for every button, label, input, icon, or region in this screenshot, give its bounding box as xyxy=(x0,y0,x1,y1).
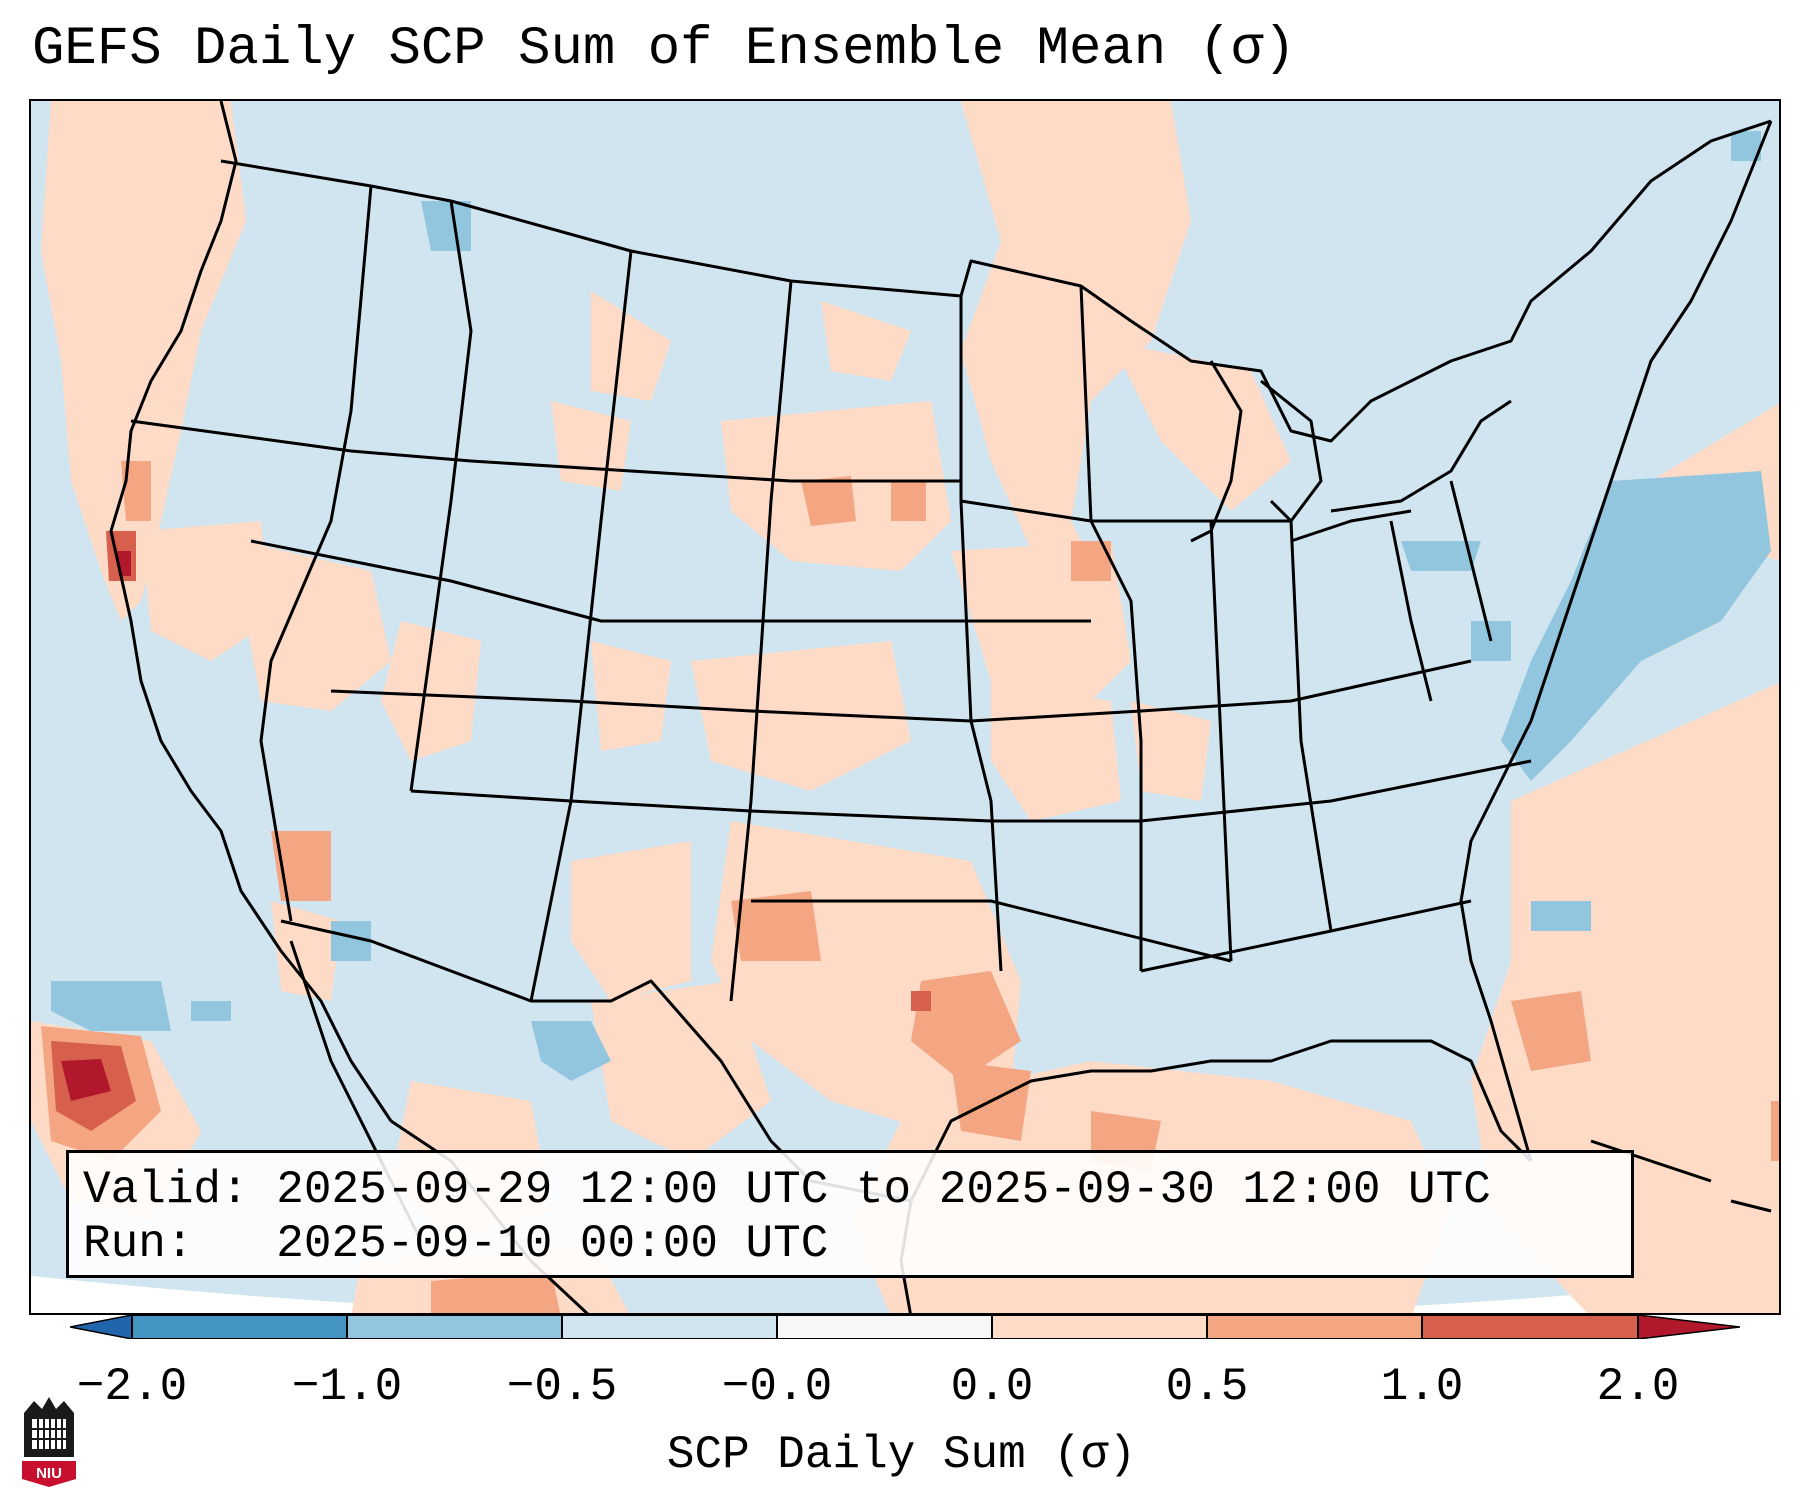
colorbar-tick: −2.0 xyxy=(76,1361,188,1413)
colorbar-tick: −0.5 xyxy=(506,1361,618,1413)
colorbar-extend-low xyxy=(70,1315,133,1339)
negative-anomaly-shading xyxy=(51,131,1771,1081)
colorbar-label: SCP Daily Sum (σ) xyxy=(666,1429,1137,1481)
scp-map xyxy=(31,101,1779,1313)
colorbar xyxy=(70,1315,1740,1339)
colorbar-extend-high xyxy=(1637,1315,1740,1339)
colorbar-segment xyxy=(1207,1315,1422,1339)
colorbar-segment xyxy=(992,1315,1207,1339)
colorbar-segment xyxy=(777,1315,992,1339)
run-time: 2025-09-10 00:00 UTC xyxy=(276,1218,829,1270)
colorbar-tick: −1.0 xyxy=(291,1361,403,1413)
colorbar-segment xyxy=(562,1315,777,1339)
valid-run-info-box: Valid: 2025-09-29 12:00 UTC to 2025-09-3… xyxy=(66,1150,1634,1278)
colorbar-tick: −0.0 xyxy=(721,1361,833,1413)
svg-text:NIU: NIU xyxy=(36,1465,62,1482)
niu-logo-icon: NIU xyxy=(22,1397,76,1487)
colorbar-tick: 0.0 xyxy=(950,1361,1034,1413)
valid-time-range: 2025-09-29 12:00 UTC to 2025-09-30 12:00… xyxy=(276,1164,1491,1216)
colorbar-tick: 0.5 xyxy=(1165,1361,1249,1413)
run-label: Run: xyxy=(83,1218,194,1270)
colorbar-segment xyxy=(347,1315,562,1339)
colorbar-segment xyxy=(1422,1315,1638,1339)
map-title: GEFS Daily SCP Sum of Ensemble Mean (σ) xyxy=(32,19,1296,80)
valid-label: Valid: xyxy=(83,1164,249,1216)
colorbar-tick: 2.0 xyxy=(1596,1361,1680,1413)
colorbar-tick: 1.0 xyxy=(1380,1361,1464,1413)
map-panel xyxy=(29,99,1781,1315)
colorbar-segment xyxy=(132,1315,347,1339)
